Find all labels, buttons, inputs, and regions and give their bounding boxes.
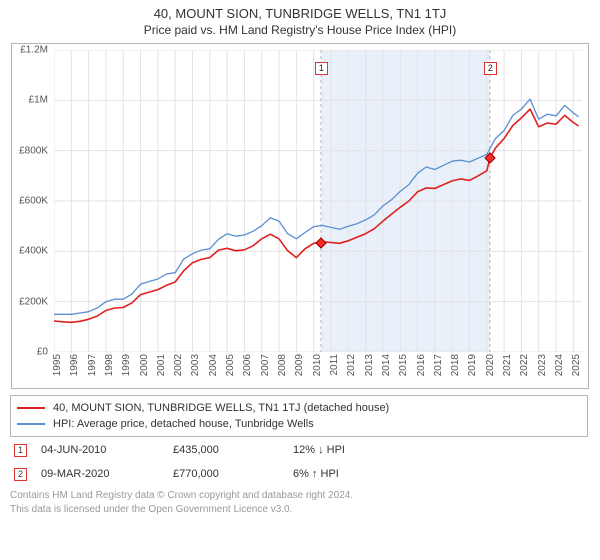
y-axis: £0£200K£400K£600K£800K£1M£1.2M <box>12 50 52 352</box>
legend-label: HPI: Average price, detached house, Tunb… <box>53 418 314 430</box>
y-tick-label: £1.2M <box>20 45 48 56</box>
chart-title: 40, MOUNT SION, TUNBRIDGE WELLS, TN1 1TJ <box>10 6 590 21</box>
x-tick-label: 2024 <box>554 354 565 376</box>
legend-label: 40, MOUNT SION, TUNBRIDGE WELLS, TN1 1TJ… <box>53 402 389 414</box>
x-tick-label: 2002 <box>173 354 184 376</box>
sale-price: £770,000 <box>173 468 279 480</box>
x-tick-label: 2004 <box>208 354 219 376</box>
sale-marker-legend: 1 <box>14 444 27 457</box>
x-tick-label: 2016 <box>416 354 427 376</box>
legend-row: HPI: Average price, detached house, Tunb… <box>17 416 581 432</box>
x-tick-label: 2021 <box>502 354 513 376</box>
plot-svg <box>54 50 582 352</box>
legend-swatch <box>17 407 45 409</box>
x-tick-label: 1997 <box>87 354 98 376</box>
x-tick-label: 2022 <box>519 354 530 376</box>
y-tick-label: £400K <box>19 246 48 257</box>
footer: Contains HM Land Registry data © Crown c… <box>10 489 588 516</box>
y-tick-label: £200K <box>19 296 48 307</box>
sale-marker: 1 <box>315 62 328 75</box>
x-tick-label: 2005 <box>225 354 236 376</box>
sale-row: 2 09-MAR-2020 £770,000 6% ↑ HPI <box>14 465 588 483</box>
x-tick-label: 2020 <box>485 354 496 376</box>
x-tick-label: 1998 <box>104 354 115 376</box>
legend-row: 40, MOUNT SION, TUNBRIDGE WELLS, TN1 1TJ… <box>17 400 581 416</box>
sale-marker-legend: 2 <box>14 468 27 481</box>
x-axis: 1995 1996 1997 1998 1999 2000 2001 2002 2003 2004… <box>54 352 582 388</box>
x-tick-label: 2011 <box>329 354 340 376</box>
sale-row: 1 04-JUN-2010 £435,000 12% ↓ HPI <box>14 441 588 459</box>
footer-line-1: Contains HM Land Registry data © Crown c… <box>10 489 588 503</box>
x-tick-label: 2003 <box>190 354 201 376</box>
sale-price: £435,000 <box>173 444 279 456</box>
x-tick-label: 2009 <box>294 354 305 376</box>
x-tick-label: 2019 <box>467 354 478 376</box>
sale-delta: 6% ↑ HPI <box>293 468 413 480</box>
x-tick-label: 2001 <box>156 354 167 376</box>
chart-container: 40, MOUNT SION, TUNBRIDGE WELLS, TN1 1TJ… <box>0 0 600 520</box>
series-property <box>54 109 579 322</box>
plot-area: 12 <box>54 50 582 352</box>
title-block: 40, MOUNT SION, TUNBRIDGE WELLS, TN1 1TJ… <box>10 6 590 37</box>
legend-swatch <box>17 423 45 425</box>
x-tick-label: 2000 <box>139 354 150 376</box>
sale-rows: 1 04-JUN-2010 £435,000 12% ↓ HPI 2 09-MAR-202… <box>10 441 588 483</box>
x-tick-label: 2007 <box>260 354 271 376</box>
y-tick-label: £0 <box>37 347 48 358</box>
sale-date: 09-MAR-2020 <box>41 468 159 480</box>
sale-delta: 12% ↓ HPI <box>293 444 413 456</box>
x-tick-label: 1999 <box>121 354 132 376</box>
sale-marker: 2 <box>484 62 497 75</box>
x-tick-label: 2013 <box>364 354 375 376</box>
sale-date: 04-JUN-2010 <box>41 444 159 456</box>
x-tick-label: 2017 <box>433 354 444 376</box>
x-tick-label: 1995 <box>52 354 63 376</box>
chart-subtitle: Price paid vs. HM Land Registry's House … <box>10 23 590 37</box>
x-tick-label: 2014 <box>381 354 392 376</box>
footer-line-2: This data is licensed under the Open Gov… <box>10 503 588 517</box>
x-tick-label: 2023 <box>537 354 548 376</box>
x-tick-label: 2025 <box>571 354 582 376</box>
x-tick-label: 2018 <box>450 354 461 376</box>
chart-frame: £0£200K£400K£600K£800K£1M£1.2M 12 199519… <box>11 43 589 389</box>
x-tick-label: 2008 <box>277 354 288 376</box>
x-tick-label: 2010 <box>312 354 323 376</box>
x-tick-label: 2015 <box>398 354 409 376</box>
x-tick-label: 2006 <box>242 354 253 376</box>
x-tick-label: 1996 <box>69 354 80 376</box>
y-tick-label: £600K <box>19 196 48 207</box>
y-tick-label: £800K <box>19 145 48 156</box>
series-hpi <box>54 99 579 314</box>
legend: 40, MOUNT SION, TUNBRIDGE WELLS, TN1 1TJ… <box>10 395 588 437</box>
x-tick-label: 2012 <box>346 354 357 376</box>
y-tick-label: £1M <box>29 95 48 106</box>
